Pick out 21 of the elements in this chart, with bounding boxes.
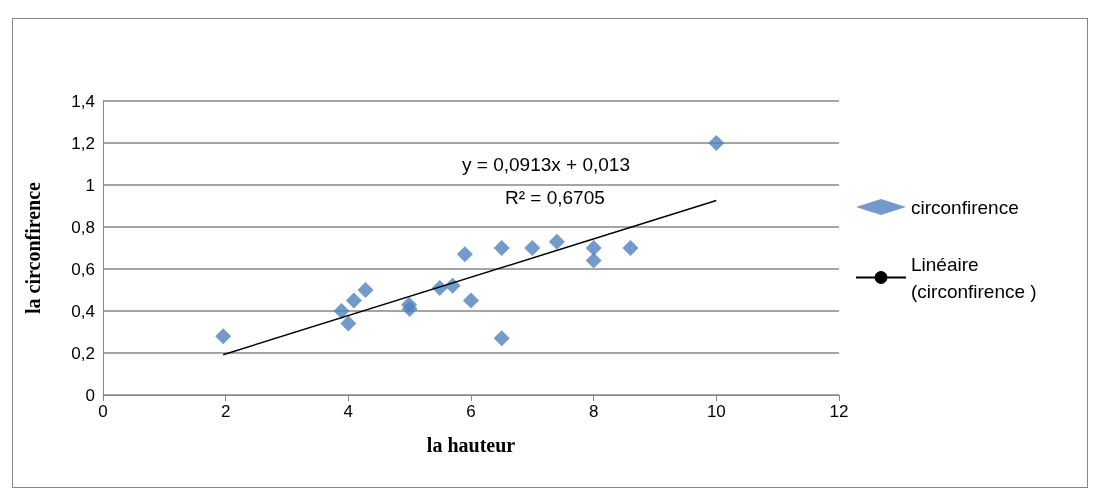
x-tick-label: 4	[343, 402, 354, 421]
legend-label: Linéaire (circonfirence )	[911, 253, 1037, 302]
y-axis-title: la circonfirence	[22, 181, 44, 314]
annotation: R² = 0,6705	[505, 187, 605, 208]
annotation: y = 0,0913x + 0,013	[462, 154, 630, 175]
x-tick-label: 12	[829, 402, 849, 421]
x-axis-title: la hauteur	[426, 434, 516, 456]
legend-label: circonfirence	[911, 196, 1019, 218]
y-tick-label: 0,6	[71, 259, 95, 279]
y-tick-label: 0,4	[71, 301, 95, 321]
x-tick-label: 6	[466, 402, 476, 421]
y-tick-label: 0,2	[71, 343, 95, 363]
y-tick-label: 1	[85, 175, 95, 195]
y-tick-label: 0,8	[71, 217, 95, 237]
y-tick-label: 1,4	[71, 91, 95, 111]
x-tick-label: 2	[220, 402, 231, 421]
y-tick-label: 0	[85, 385, 95, 405]
x-tick-label: 10	[706, 402, 726, 421]
x-tick-label: 8	[588, 402, 599, 421]
y-tick-label: 1,2	[71, 133, 95, 153]
x-tick-label: 0	[98, 402, 108, 421]
